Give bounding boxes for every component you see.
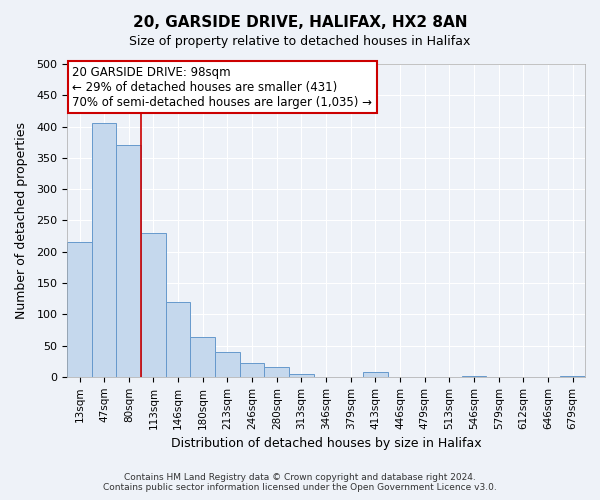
Bar [462, 376, 487, 377]
Bar [215, 352, 240, 377]
Y-axis label: Number of detached properties: Number of detached properties [15, 122, 28, 319]
Bar [265, 368, 289, 377]
Bar [190, 338, 215, 377]
Bar [141, 233, 166, 377]
Text: Contains HM Land Registry data © Crown copyright and database right 2024.
Contai: Contains HM Land Registry data © Crown c… [103, 473, 497, 492]
Bar [92, 124, 116, 377]
Bar [67, 242, 92, 377]
X-axis label: Distribution of detached houses by size in Halifax: Distribution of detached houses by size … [171, 437, 481, 450]
Text: 20, GARSIDE DRIVE, HALIFAX, HX2 8AN: 20, GARSIDE DRIVE, HALIFAX, HX2 8AN [133, 15, 467, 30]
Text: Size of property relative to detached houses in Halifax: Size of property relative to detached ho… [130, 35, 470, 48]
Bar [240, 363, 265, 377]
Bar [289, 374, 314, 377]
Bar [560, 376, 585, 377]
Bar [363, 372, 388, 377]
Text: 20 GARSIDE DRIVE: 98sqm
← 29% of detached houses are smaller (431)
70% of semi-d: 20 GARSIDE DRIVE: 98sqm ← 29% of detache… [73, 66, 373, 108]
Bar [116, 146, 141, 377]
Bar [166, 302, 190, 377]
